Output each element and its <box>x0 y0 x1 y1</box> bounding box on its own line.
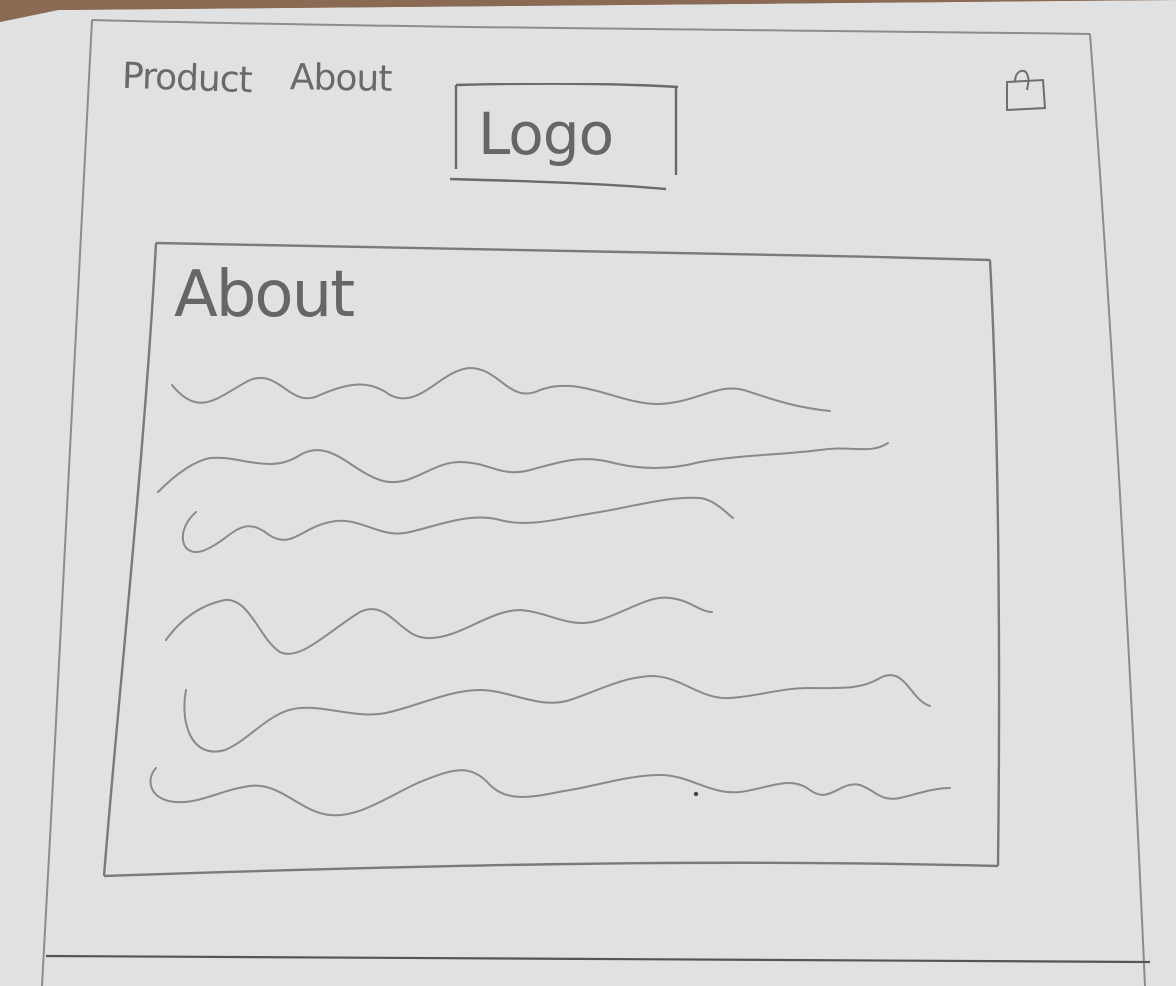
logo-text: Logo <box>478 100 614 168</box>
frame-right-border <box>1089 33 1146 986</box>
text-placeholder-line <box>165 596 713 655</box>
nav-item-about[interactable]: About <box>289 57 392 100</box>
panel-top-border <box>155 241 991 262</box>
panel-bottom-border <box>103 861 999 878</box>
panel-left-border <box>102 242 158 877</box>
text-placeholder-line <box>183 674 931 753</box>
logo-box[interactable] <box>450 83 678 191</box>
text-placeholder-line <box>171 366 831 412</box>
about-panel-title: About <box>174 258 355 332</box>
desk-edge <box>0 0 1176 22</box>
panel-right-border <box>988 259 1001 867</box>
text-placeholder-line <box>157 442 889 493</box>
logo-frame <box>450 83 678 191</box>
text-placeholder-line <box>181 496 734 553</box>
frame-top-border <box>91 19 1091 35</box>
shopping-bag-icon[interactable] <box>1003 68 1049 114</box>
footer-divider <box>45 954 1151 964</box>
frame-left-border <box>41 19 93 986</box>
pencil-dot <box>693 791 699 797</box>
nav-item-product[interactable]: Product <box>121 55 253 102</box>
text-placeholder-line <box>149 767 951 817</box>
